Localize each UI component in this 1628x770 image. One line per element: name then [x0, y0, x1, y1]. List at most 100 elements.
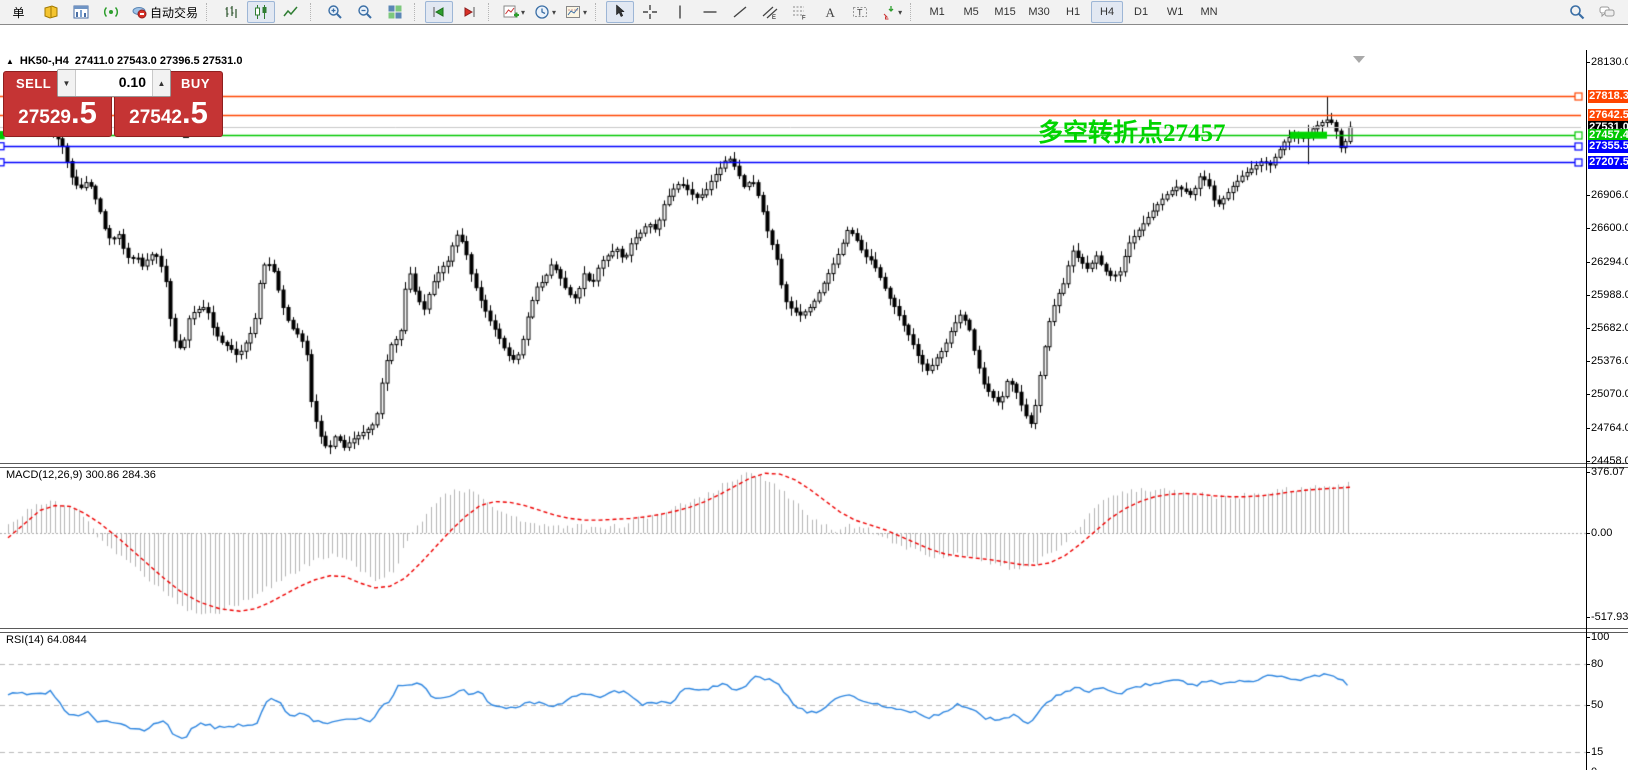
cursor-button[interactable]	[606, 1, 635, 23]
hline-button[interactable]	[696, 1, 724, 23]
timeframe-m15[interactable]: M15	[994, 6, 1016, 18]
candles-icon	[253, 4, 270, 21]
buy-label: BUY	[181, 76, 210, 91]
label-icon: T	[852, 4, 869, 21]
timeframe-h1[interactable]: H1	[1066, 6, 1081, 18]
templates-button[interactable]: ▾	[561, 1, 590, 23]
rsi-scale-label: 15	[1591, 745, 1604, 758]
autotrade-button[interactable]: 自动交易	[127, 1, 201, 23]
toolbar-separator	[414, 3, 420, 21]
price-tick-label: 26906.0	[1591, 189, 1628, 202]
rsi-canvas[interactable]	[0, 631, 1586, 770]
macd-panel-separator[interactable]	[0, 463, 1628, 468]
volume-decrease-button[interactable]: ▼	[58, 70, 76, 96]
trendline-button[interactable]	[726, 1, 754, 23]
timeframe-d1[interactable]: D1	[1134, 6, 1149, 18]
toolbar-group	[318, 0, 412, 24]
periods-dropdown-caret[interactable]: ▾	[552, 7, 557, 17]
collapse-panel-icon[interactable]: ▲	[6, 56, 14, 66]
toolbar-group: 自动交易	[34, 0, 204, 24]
indicators-dropdown-caret[interactable]: ▾	[521, 7, 526, 17]
volume-input[interactable]: 0.10	[118, 74, 146, 90]
toolbar-separator	[310, 3, 316, 21]
price-tick-label: 25376.0	[1591, 355, 1628, 368]
price-tick-label: 24764.0	[1591, 421, 1628, 434]
timeframe-m30[interactable]: M30	[1028, 6, 1050, 18]
text-button[interactable]: A	[816, 1, 844, 23]
chart-window-icon	[73, 4, 90, 21]
channel-button[interactable]: E	[756, 1, 784, 23]
crosshair-button[interactable]	[636, 1, 664, 23]
macd-canvas[interactable]	[0, 466, 1586, 628]
search-button[interactable]	[1563, 1, 1591, 23]
vline-button[interactable]	[666, 1, 694, 23]
volume-increase-button[interactable]: ▲	[152, 70, 170, 96]
rsi-tick	[1586, 752, 1590, 753]
signal-icon	[103, 4, 120, 21]
new-order-button[interactable]: 单	[3, 1, 31, 23]
templates-dropdown-caret[interactable]: ▾	[583, 7, 588, 17]
chat-icon	[1599, 4, 1616, 21]
toolbar-group-file: 单	[0, 0, 34, 24]
arrows-dropdown-caret[interactable]: ▾	[898, 7, 903, 17]
chart-shift-marker[interactable]	[1353, 56, 1365, 63]
crosshair-icon	[642, 4, 659, 21]
shift-button[interactable]	[455, 1, 483, 23]
volume-control: ▼ 0.10 ▲	[57, 69, 171, 97]
book-icon	[43, 4, 60, 21]
indicators-button[interactable]: ▾	[499, 1, 528, 23]
price-tick	[1586, 262, 1590, 263]
zoom-in-button[interactable]	[321, 1, 349, 23]
price-tick	[1586, 428, 1590, 429]
timeframe-mn[interactable]: MN	[1200, 6, 1218, 18]
macd-indicator-label: MACD(12,26,9) 300.86 284.36	[6, 469, 156, 481]
chart-text-annotation[interactable]: 多空转折点27457	[1038, 120, 1226, 147]
price-line-tag: 27207.5	[1588, 155, 1628, 169]
channel-icon: E	[762, 4, 779, 21]
shift-icon	[461, 4, 478, 21]
bars-button[interactable]	[217, 1, 245, 23]
toolbar-right	[1562, 0, 1622, 24]
text-icon: A	[822, 4, 839, 21]
macd-scale-label: 0.00	[1591, 527, 1613, 539]
fibo-button[interactable]: F	[786, 1, 814, 23]
templates-icon	[564, 4, 581, 21]
rsi-panel-separator[interactable]	[0, 628, 1628, 633]
macd-tick	[1586, 533, 1590, 534]
autotrade-icon	[130, 4, 147, 21]
candles-button[interactable]	[247, 1, 276, 23]
chart-window-button[interactable]	[67, 1, 95, 23]
rsi-tick	[1586, 664, 1590, 665]
main-chart-canvas[interactable]	[0, 50, 1586, 463]
arrows-button[interactable]: ▾	[876, 1, 905, 23]
price-tick	[1586, 328, 1590, 329]
book-button[interactable]	[37, 1, 65, 23]
price-tick	[1586, 228, 1590, 229]
timeframe-m5[interactable]: M5	[963, 6, 979, 18]
chart-area[interactable]: ▲ HK50-,H4 27411.0 27543.0 27396.5 27531…	[0, 25, 1628, 770]
price-tick-label: 25682.0	[1591, 321, 1628, 334]
cursor-icon	[612, 4, 629, 21]
buy-button[interactable]: BUY 27542.5	[114, 71, 223, 137]
rsi-scale-label: 0	[1591, 766, 1597, 770]
linechart-button[interactable]	[277, 1, 305, 23]
autoscroll-button[interactable]	[425, 1, 454, 23]
tiles-button[interactable]	[381, 1, 409, 23]
periods-button[interactable]: ▾	[530, 1, 559, 23]
price-tick	[1586, 361, 1590, 362]
label-button[interactable]: T	[846, 1, 874, 23]
toolbar-group: E F A T ▾	[603, 0, 908, 24]
svg-text:F: F	[802, 16, 806, 21]
timeframe-h4[interactable]: H4	[1091, 1, 1124, 23]
zoom-out-button[interactable]	[351, 1, 379, 23]
sell-label: SELL	[16, 76, 52, 91]
timeframe-m1[interactable]: M1	[929, 6, 945, 18]
autoscroll-icon	[431, 4, 448, 21]
timeframe-w1[interactable]: W1	[1166, 6, 1184, 18]
toolbar-separator	[488, 3, 494, 21]
search-icon	[1569, 4, 1586, 21]
chat-button[interactable]	[1593, 1, 1621, 23]
hline-icon	[702, 4, 719, 21]
toolbar-group	[214, 0, 308, 24]
signal-button[interactable]	[97, 1, 125, 23]
